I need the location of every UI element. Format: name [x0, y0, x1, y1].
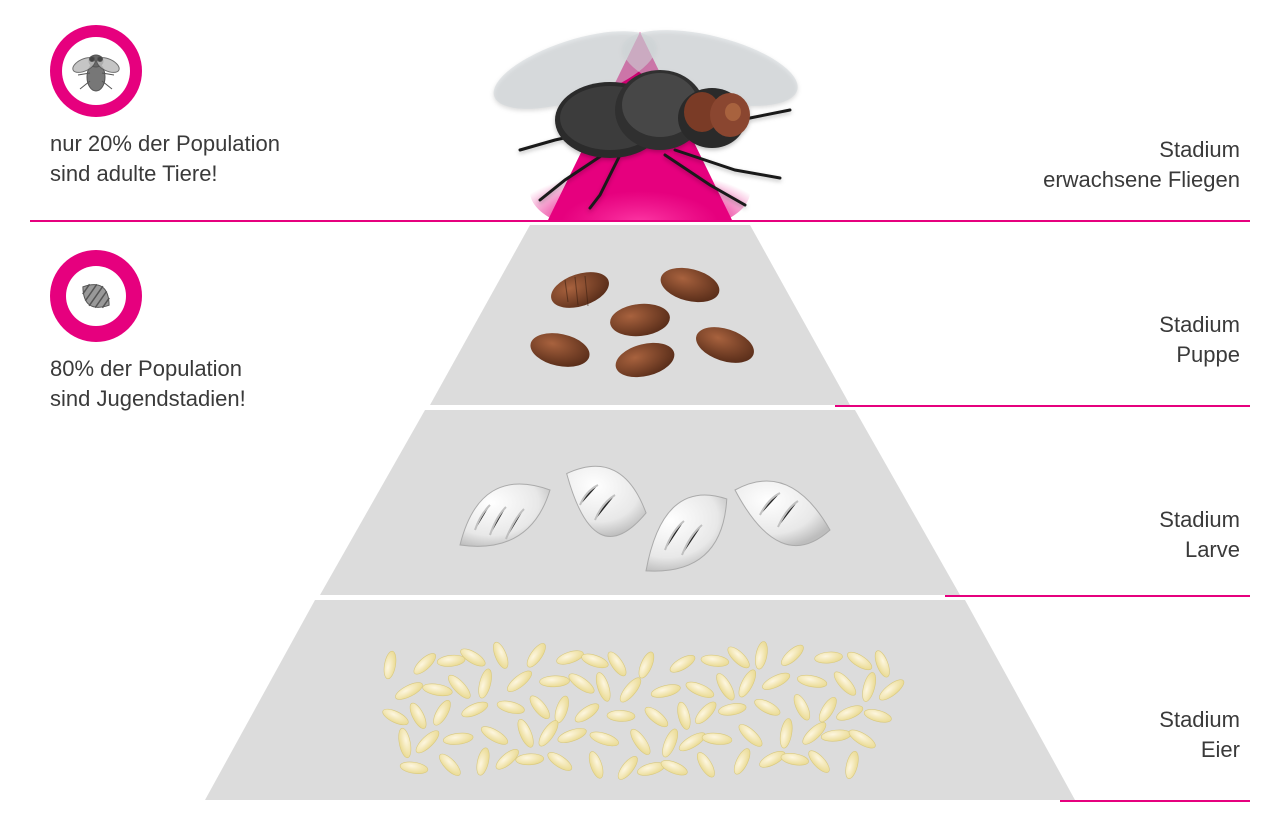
stage3-line1: Stadium: [1159, 507, 1240, 532]
label-stage-egg: Stadium Eier: [1159, 705, 1240, 764]
stage3-line2: Larve: [1185, 537, 1240, 562]
divider-1: [30, 220, 1250, 222]
population-pyramid: [0, 0, 1280, 820]
stage1-line2: erwachsene Fliegen: [1043, 167, 1240, 192]
larva-icons: [420, 435, 860, 585]
divider-3: [945, 595, 1250, 597]
divider-4: [1060, 800, 1250, 802]
adult-fly-illustration: [460, 0, 820, 210]
pupa-cluster: [490, 250, 790, 390]
egg-cluster: [330, 630, 950, 790]
label-stage-adult: Stadium erwachsene Fliegen: [1043, 135, 1240, 194]
infographic-root: nur 20% der Population sind adulte Tiere…: [0, 0, 1280, 820]
egg-icons: [330, 630, 950, 790]
stage1-line1: Stadium: [1159, 137, 1240, 162]
stage4-line2: Eier: [1201, 737, 1240, 762]
label-stage-larva: Stadium Larve: [1159, 505, 1240, 564]
larva-cluster: [420, 435, 860, 585]
stage2-line2: Puppe: [1176, 342, 1240, 367]
fly-icon: [460, 0, 820, 210]
stage4-line1: Stadium: [1159, 707, 1240, 732]
divider-2: [835, 405, 1250, 407]
label-stage-pupa: Stadium Puppe: [1159, 310, 1240, 369]
stage2-line1: Stadium: [1159, 312, 1240, 337]
pupa-icons: [490, 250, 790, 390]
